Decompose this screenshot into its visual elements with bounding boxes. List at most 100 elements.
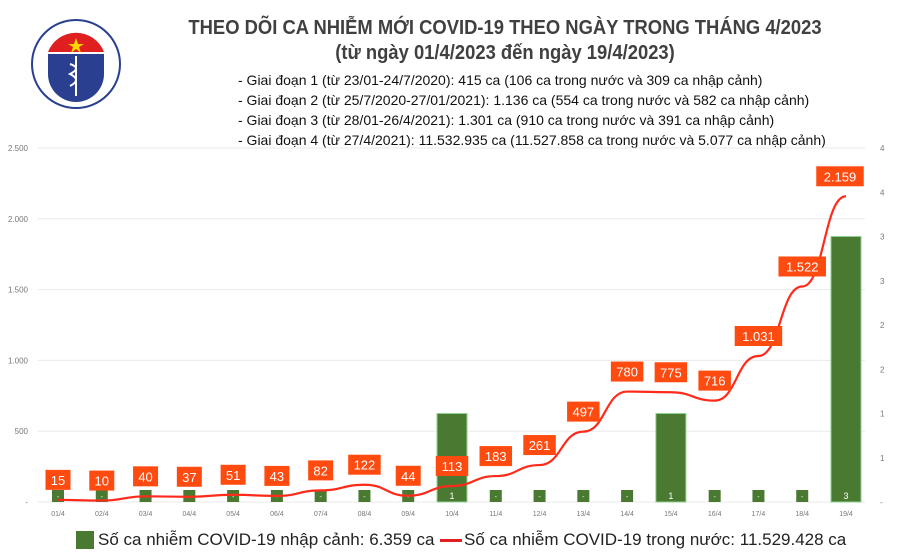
line-value-label: 775 <box>660 365 682 380</box>
line-value-label: 261 <box>529 438 551 453</box>
x-tick-label: 17/4 <box>752 511 766 518</box>
line-value-box <box>435 455 469 476</box>
left-tick-label: - <box>25 498 28 507</box>
bar <box>358 490 371 502</box>
bar-value-label: - <box>495 494 498 501</box>
line-value-label: 15 <box>51 473 65 488</box>
line-value-label: 82 <box>313 463 327 478</box>
line-value-box <box>348 454 381 475</box>
bar-value-label: - <box>757 494 760 501</box>
right-tick-label: 3 <box>880 233 885 242</box>
bar <box>402 490 415 502</box>
line-value-box <box>479 446 513 467</box>
bar-value-label: 1 <box>449 491 454 501</box>
chart-title: THEO DÕI CA NHIỄM MỚI COVID-19 THEO NGÀY… <box>188 17 822 39</box>
bar <box>655 413 687 503</box>
bar <box>533 490 546 502</box>
line-value-box <box>523 435 556 456</box>
legend-label: Số ca nhiễm COVID-19 nhập cảnh: 6.359 ca <box>98 530 435 549</box>
right-tick-label: 4 <box>880 188 885 197</box>
left-tick-label: 2.500 <box>8 144 29 153</box>
x-tick-label: 09/4 <box>401 511 415 518</box>
line-value-box <box>698 370 731 391</box>
x-tick-label: 07/4 <box>314 511 328 518</box>
x-tick-label: 18/4 <box>795 511 809 518</box>
line-value-box <box>176 466 202 487</box>
line-value-label: 51 <box>226 468 240 483</box>
line-value-box <box>567 401 600 422</box>
x-tick-label: 12/4 <box>533 511 547 518</box>
x-tick-label: 06/4 <box>270 511 284 518</box>
bar-value-label: - <box>144 494 147 501</box>
line-value-label: 497 <box>572 405 594 420</box>
line-value-box <box>89 470 115 491</box>
bar-value-label: - <box>232 494 235 501</box>
bar <box>227 490 240 502</box>
x-tick-label: 10/4 <box>445 511 459 518</box>
line-value-label: 40 <box>138 469 152 484</box>
legend-item-domestic: Số ca nhiễm COVID-19 trong nước: 11.529.… <box>440 530 846 550</box>
bar-value-label: 1 <box>668 491 673 501</box>
bar <box>752 490 765 502</box>
bar <box>436 413 468 503</box>
line-value-box <box>610 361 644 382</box>
line-value-label: 183 <box>485 449 507 464</box>
bar <box>830 236 862 503</box>
bar <box>270 490 283 502</box>
right-tick-label: 1 <box>880 454 885 463</box>
bar <box>314 490 327 502</box>
left-tick-label: 500 <box>15 427 29 436</box>
line-value-box <box>734 326 783 347</box>
line-value-label: 44 <box>401 469 415 484</box>
right-tick-label: - <box>880 498 883 507</box>
bar-value-label: - <box>801 494 804 501</box>
line-value-label: 122 <box>354 458 376 473</box>
right-tick-label: 3 <box>880 277 885 286</box>
line-value-box <box>264 465 290 486</box>
left-tick-label: 1.000 <box>8 356 29 365</box>
chart-subtitle: (từ ngày 01/4/2023 đến ngày 19/4/2023) <box>335 42 675 64</box>
line-value-label: 43 <box>270 469 284 484</box>
line-value-label: 10 <box>95 474 109 489</box>
phase-note: - Giai đoạn 2 (từ 25/7/2020-27/01/2021):… <box>238 92 810 108</box>
line-value-box <box>45 469 71 490</box>
bar-value-label: - <box>57 494 60 501</box>
bar-value-label: 3 <box>843 491 848 501</box>
bar-value-label: - <box>713 494 716 501</box>
legend-swatch-bar <box>76 531 94 549</box>
left-tick-label: 1.500 <box>8 286 29 295</box>
line-value-box <box>778 256 826 277</box>
bar-value-label: - <box>276 494 279 501</box>
bar <box>621 490 634 502</box>
bar-value-label: - <box>407 494 410 501</box>
line-value-box <box>220 464 246 485</box>
x-tick-label: 11/4 <box>489 511 502 518</box>
x-tick-label: 01/4 <box>51 511 65 518</box>
bar <box>139 490 152 502</box>
bar-value-label: - <box>538 494 541 501</box>
line-value-label: 780 <box>616 365 638 380</box>
right-tick-label: 2 <box>880 321 885 330</box>
line-value-box <box>816 166 864 187</box>
bar-value-label: - <box>319 494 322 501</box>
line-series <box>57 195 847 502</box>
line-value-label: 113 <box>442 459 463 474</box>
phase-note: - Giai đoạn 3 (từ 28/01-26/4/2021): 1.30… <box>238 112 775 128</box>
line-value-label: 716 <box>704 374 726 389</box>
legend-item-imported: Số ca nhiễm COVID-19 nhập cảnh: 6.359 ca <box>76 530 434 550</box>
right-tick-label: 4 <box>880 144 885 153</box>
x-tick-label: 02/4 <box>95 511 109 518</box>
bar <box>708 490 721 502</box>
x-tick-label: 08/4 <box>358 511 372 518</box>
line-value-label: 2.159 <box>824 169 857 184</box>
line-value-label: 1.522 <box>786 259 819 274</box>
line-value-label: 1.031 <box>742 329 775 344</box>
line-value-box <box>654 362 688 383</box>
bar <box>577 490 590 502</box>
phase-notes: - Giai đoạn 1 (từ 23/01-24/7/2020): 415 … <box>238 70 826 150</box>
bar-value-label: - <box>101 494 104 501</box>
bar <box>183 490 196 502</box>
bar-value-label: - <box>626 494 629 501</box>
legend-label: Số ca nhiễm COVID-19 trong nước: 11.529.… <box>464 530 847 549</box>
bar-value-label: - <box>188 494 191 501</box>
